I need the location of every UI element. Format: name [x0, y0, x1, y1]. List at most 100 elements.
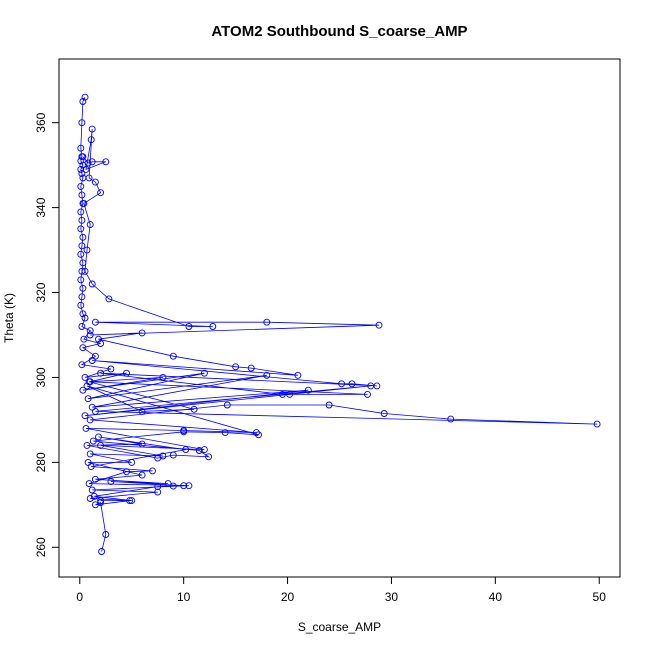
data-point	[77, 301, 85, 309]
data-point	[84, 159, 92, 167]
x-tick-label: 20	[281, 590, 295, 604]
data-point	[200, 446, 208, 454]
data-point	[380, 410, 388, 417]
data-point	[86, 327, 94, 335]
data-point	[79, 310, 87, 318]
data-point	[78, 242, 86, 250]
data-point	[138, 329, 146, 337]
y-tick-label: 320	[34, 282, 48, 302]
data-point	[593, 420, 601, 428]
y-tick-label: 260	[34, 537, 48, 557]
data-point	[77, 165, 85, 173]
data-point	[221, 429, 229, 437]
data-point	[89, 437, 97, 445]
x-axis: 0 10 20 30 40 50	[76, 576, 607, 604]
data-point	[79, 233, 87, 241]
data-point	[79, 98, 87, 105]
series-line	[80, 97, 598, 552]
data-point	[86, 331, 94, 339]
data-point	[154, 454, 162, 462]
data-point	[88, 280, 96, 288]
data-point	[138, 407, 146, 415]
data-point	[91, 407, 99, 415]
data-point	[255, 431, 262, 439]
x-tick-label: 50	[593, 590, 607, 604]
data-point	[86, 221, 94, 229]
data-point	[185, 323, 193, 330]
data-point	[105, 295, 113, 303]
data-point	[88, 158, 96, 166]
data-point	[278, 390, 286, 398]
data-point	[95, 433, 102, 441]
data-point	[91, 475, 99, 483]
data-point	[77, 208, 85, 216]
data-point	[447, 415, 455, 423]
data-point	[169, 451, 177, 459]
data-point	[79, 386, 87, 394]
y-axis-label: Theta (K)	[2, 293, 16, 343]
data-point	[190, 405, 198, 413]
data-point	[102, 531, 110, 538]
data-point	[81, 314, 89, 322]
data-point	[79, 344, 87, 352]
data-point	[90, 492, 98, 500]
data-point	[86, 495, 94, 502]
data-point	[91, 352, 99, 360]
data-point	[85, 378, 93, 386]
data-point	[286, 390, 294, 398]
data-point	[88, 486, 96, 494]
data-point	[77, 225, 85, 233]
data-point	[247, 364, 255, 372]
data-point	[232, 363, 240, 371]
data-point	[95, 335, 102, 343]
data-point	[78, 191, 86, 199]
data-point	[77, 250, 85, 258]
data-point	[78, 323, 86, 330]
data-point	[78, 216, 86, 224]
data-point	[83, 246, 91, 254]
data-point	[149, 467, 156, 475]
y-tick-label: 340	[34, 197, 48, 217]
data-point	[128, 497, 136, 505]
data-point	[325, 401, 333, 409]
data-point	[91, 318, 99, 326]
data-point	[107, 478, 115, 485]
data-point	[205, 453, 213, 461]
data-point	[304, 386, 312, 394]
y-tick-label: 280	[34, 452, 48, 472]
data-point	[169, 482, 177, 490]
data-point	[84, 395, 92, 403]
data-point	[88, 125, 96, 133]
data-point	[123, 468, 130, 476]
data-point	[87, 463, 95, 471]
data-point	[209, 323, 217, 330]
data-point	[83, 382, 91, 390]
x-axis-label: S_coarse_AMP	[298, 620, 381, 634]
data-point	[180, 428, 188, 436]
data-point	[85, 480, 93, 488]
data-point	[80, 199, 88, 207]
data-point	[81, 412, 89, 420]
data-point	[263, 318, 271, 326]
data-point	[81, 93, 89, 101]
data-point	[81, 267, 89, 275]
series-line	[82, 129, 380, 502]
data-point	[77, 276, 85, 284]
data-point	[87, 136, 95, 144]
x-tick-label: 10	[177, 590, 191, 604]
data-point	[182, 446, 190, 454]
data-point	[338, 380, 346, 388]
data-point	[223, 401, 231, 409]
data-point	[348, 380, 356, 388]
chart-title: ATOM2 Southbound S_coarse_AMP	[211, 23, 467, 40]
data-point	[88, 357, 96, 364]
data-point	[77, 144, 85, 152]
data-point	[98, 548, 106, 555]
data-point	[78, 361, 86, 369]
data-point	[154, 483, 162, 491]
data-point	[86, 416, 94, 424]
data-point	[97, 369, 105, 377]
y-tick-label: 300	[34, 367, 48, 387]
data-point	[263, 371, 271, 379]
